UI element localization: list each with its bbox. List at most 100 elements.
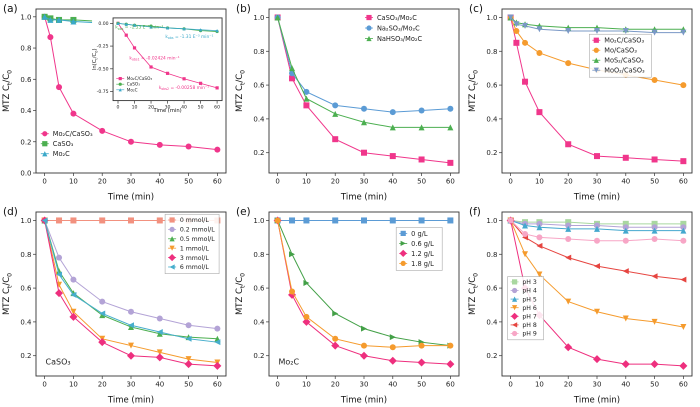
svg-text:-0.75: -0.75 (97, 89, 109, 95)
svg-text:0: 0 (508, 178, 512, 186)
svg-text:MTZ Ct/C0: MTZ Ct/C0 (2, 273, 13, 315)
svg-text:20: 20 (331, 381, 340, 389)
svg-text:0.2: 0.2 (253, 352, 264, 360)
chart-(d): 0 10 20 30 40 50 60 0.2 0.4 0.6 0.8 1.0 Time (min) MT… (2, 206, 227, 406)
svg-text:0.8: 0.8 (253, 251, 264, 259)
svg-text:Mo₂C: Mo₂C (53, 150, 70, 158)
svg-text:0.2: 0.2 (20, 352, 31, 360)
svg-text:0.00: 0.00 (98, 21, 108, 27)
svg-text:30: 30 (360, 381, 369, 389)
svg-text:(c): (c) (469, 3, 483, 15)
svg-text:50: 50 (650, 381, 659, 389)
legend: 0 g/L 0.6 g/L 1.2 g/L 1.8 g/L (395, 227, 443, 271)
svg-text:ln(Ct/C0): ln(Ct/C0) (92, 48, 99, 70)
svg-text:(f): (f) (469, 206, 481, 218)
svg-text:pH 7: pH 7 (522, 314, 537, 321)
svg-text:0.6: 0.6 (20, 285, 32, 293)
series (274, 14, 454, 116)
svg-text:kobs = -1.53 E⁻³ min⁻¹: kobs = -1.53 E⁻³ min⁻¹ (115, 25, 163, 31)
svg-text:(e): (e) (236, 206, 251, 218)
svg-text:0.5 mmol/L: 0.5 mmol/L (180, 236, 215, 243)
svg-text:0.4: 0.4 (486, 318, 498, 326)
svg-text:0.8: 0.8 (253, 48, 264, 56)
svg-text:20: 20 (148, 105, 154, 111)
svg-text:0.6: 0.6 (253, 285, 265, 293)
svg-text:1.0: 1.0 (486, 217, 497, 225)
chart-panel-a: 0 10 20 30 40 50 60 0.0 0.2 0.4 0.6 0.8 1.0 Time (min… (2, 3, 227, 203)
svg-text:0.6: 0.6 (486, 82, 498, 90)
svg-text:0.4: 0.4 (20, 318, 32, 326)
svg-text:0.0: 0.0 (20, 170, 31, 178)
axes: 0 10 20 30 40 50 60 0.2 0.4 0.6 0.8 1.0 Time (min) MT… (235, 211, 460, 406)
svg-text:60: 60 (213, 381, 222, 389)
svg-text:1.0: 1.0 (486, 14, 497, 22)
svg-text:Mo₂C: Mo₂C (279, 358, 300, 367)
svg-text:1.0: 1.0 (253, 14, 264, 22)
svg-text:-0.25: -0.25 (97, 44, 109, 50)
svg-text:0.8: 0.8 (486, 48, 497, 56)
svg-text:50: 50 (184, 381, 193, 389)
svg-text:0 g/L: 0 g/L (411, 230, 428, 238)
svg-text:MTZ Ct/C0: MTZ Ct/C0 (468, 273, 479, 315)
svg-text:30: 30 (165, 105, 171, 111)
legend: Mo₂C/CaSO₃ CaSO₃ Mo₂C (40, 130, 93, 158)
axes: 0 10 20 30 40 50 60 0.2 0.4 0.6 0.8 1.0 Time (min) MT… (235, 8, 460, 203)
svg-text:20: 20 (98, 381, 107, 389)
svg-text:Time (min): Time (min) (152, 108, 181, 114)
svg-text:60: 60 (679, 381, 688, 389)
svg-text:60: 60 (213, 178, 222, 186)
svg-text:0.4: 0.4 (253, 318, 265, 326)
svg-text:60: 60 (214, 105, 220, 111)
axes: 0 10 20 30 40 50 60 0.2 0.4 0.6 0.8 1.0 Time (min) MT… (468, 8, 693, 203)
svg-text:MTZ Ct/C0: MTZ Ct/C0 (2, 70, 13, 112)
svg-text:CaSO₃: CaSO₃ (127, 82, 140, 87)
svg-text:40: 40 (388, 381, 397, 389)
svg-text:MoO₂/CaSO₃: MoO₂/CaSO₃ (604, 67, 645, 75)
svg-text:0.2: 0.2 (486, 149, 497, 157)
svg-text:0.6: 0.6 (253, 82, 265, 90)
svg-text:10: 10 (302, 381, 311, 389)
svg-text:40: 40 (181, 105, 187, 111)
svg-text:0: 0 (42, 178, 46, 186)
svg-text:(a): (a) (3, 3, 18, 15)
svg-text:MTZ Ct/C0: MTZ Ct/C0 (235, 273, 246, 315)
svg-text:CaSO₃/Mo₂C: CaSO₃/Mo₂C (377, 14, 417, 22)
svg-text:kobs2 = -0.00258 min⁻¹: kobs2 = -0.00258 min⁻¹ (159, 85, 209, 91)
svg-text:(d): (d) (3, 206, 18, 218)
chart-(a): 0 10 20 30 40 50 60 0.0 0.2 0.4 0.6 0.8 1.0 Time (min… (2, 3, 227, 203)
svg-text:40: 40 (621, 178, 630, 186)
svg-text:pH 9: pH 9 (522, 331, 537, 338)
svg-text:0.6: 0.6 (486, 285, 498, 293)
svg-text:10: 10 (535, 178, 544, 186)
svg-text:60: 60 (446, 178, 455, 186)
svg-text:0.2: 0.2 (20, 138, 31, 146)
series (507, 14, 687, 36)
svg-text:50: 50 (198, 105, 204, 111)
svg-text:0.2: 0.2 (253, 149, 264, 157)
svg-text:40: 40 (388, 178, 397, 186)
svg-text:0.4: 0.4 (253, 115, 265, 123)
svg-text:Time (min): Time (min) (340, 193, 387, 203)
legend: Mo₂C/CaSO₃ Mo/CaSO₃ MoS₂/CaSO₃ MoO₂/CaSO₃ (589, 33, 652, 78)
svg-text:Mo₂C: Mo₂C (127, 87, 138, 92)
series (274, 217, 454, 351)
svg-text:20: 20 (564, 381, 573, 389)
series (116, 21, 219, 33)
svg-text:0.4: 0.4 (20, 107, 32, 115)
svg-text:Na₂SO₃/Mo₂C: Na₂SO₃/Mo₂C (377, 24, 420, 32)
svg-text:10: 10 (69, 178, 78, 186)
svg-text:-0.50: -0.50 (97, 66, 109, 72)
chart-panel-c: 0 10 20 30 40 50 60 0.2 0.4 0.6 0.8 1.0 Time (min) MT… (468, 3, 693, 203)
svg-text:6 mmol/L: 6 mmol/L (180, 264, 210, 271)
svg-text:30: 30 (593, 381, 602, 389)
svg-text:Time (min): Time (min) (573, 396, 620, 406)
svg-text:50: 50 (417, 381, 426, 389)
svg-text:40: 40 (621, 381, 630, 389)
svg-text:MTZ Ct/C0: MTZ Ct/C0 (468, 70, 479, 112)
svg-text:30: 30 (127, 381, 136, 389)
svg-text:pH 5: pH 5 (522, 296, 537, 303)
svg-text:Time (min): Time (min) (107, 396, 154, 406)
svg-text:1 mmol/L: 1 mmol/L (180, 245, 210, 252)
chart-panel-d: 0 10 20 30 40 50 60 0.2 0.4 0.6 0.8 1.0 Time (min) MT… (2, 206, 227, 406)
chart-panel-e: 0 10 20 30 40 50 60 0.2 0.4 0.6 0.8 1.0 Time (min) MT… (235, 206, 460, 406)
